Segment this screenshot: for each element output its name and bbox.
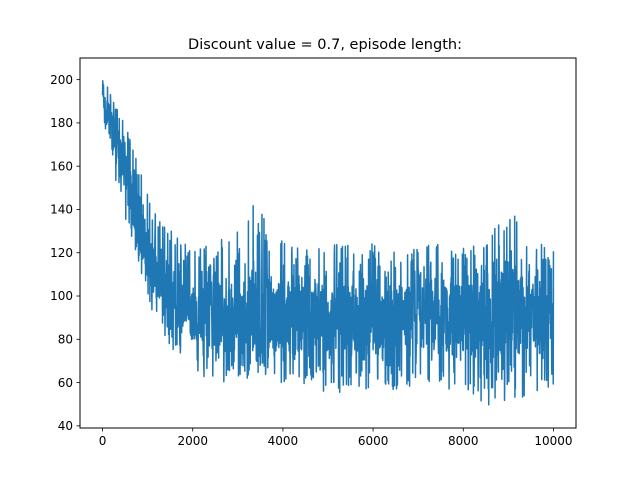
x-tick-label: 8000 [448,434,479,448]
y-tick-label: 180 [50,116,73,130]
x-tick-label: 10000 [534,434,572,448]
axes-frame [79,57,577,429]
y-tick-label: 60 [58,376,73,390]
y-tick-label: 40 [58,419,73,433]
x-tick-label: 0 [99,434,107,448]
x-axis: 0 2000 4000 6000 8000 10000 [99,428,573,448]
y-axis: 40 60 80 100 120 140 160 180 200 [50,73,80,433]
y-tick-label: 100 [50,289,73,303]
y-tick-label: 120 [50,246,73,260]
y-tick-label: 160 [50,159,73,173]
chart-title: Discount value = 0.7, episode length: [188,37,462,53]
x-tick-label: 4000 [268,434,299,448]
y-tick-label: 140 [50,203,73,217]
y-tick-label: 200 [50,73,73,87]
series-line [101,80,555,406]
y-tick-label: 80 [58,332,73,346]
x-tick-label: 6000 [358,434,389,448]
plot-area [101,80,555,406]
x-tick-label: 2000 [177,434,208,448]
